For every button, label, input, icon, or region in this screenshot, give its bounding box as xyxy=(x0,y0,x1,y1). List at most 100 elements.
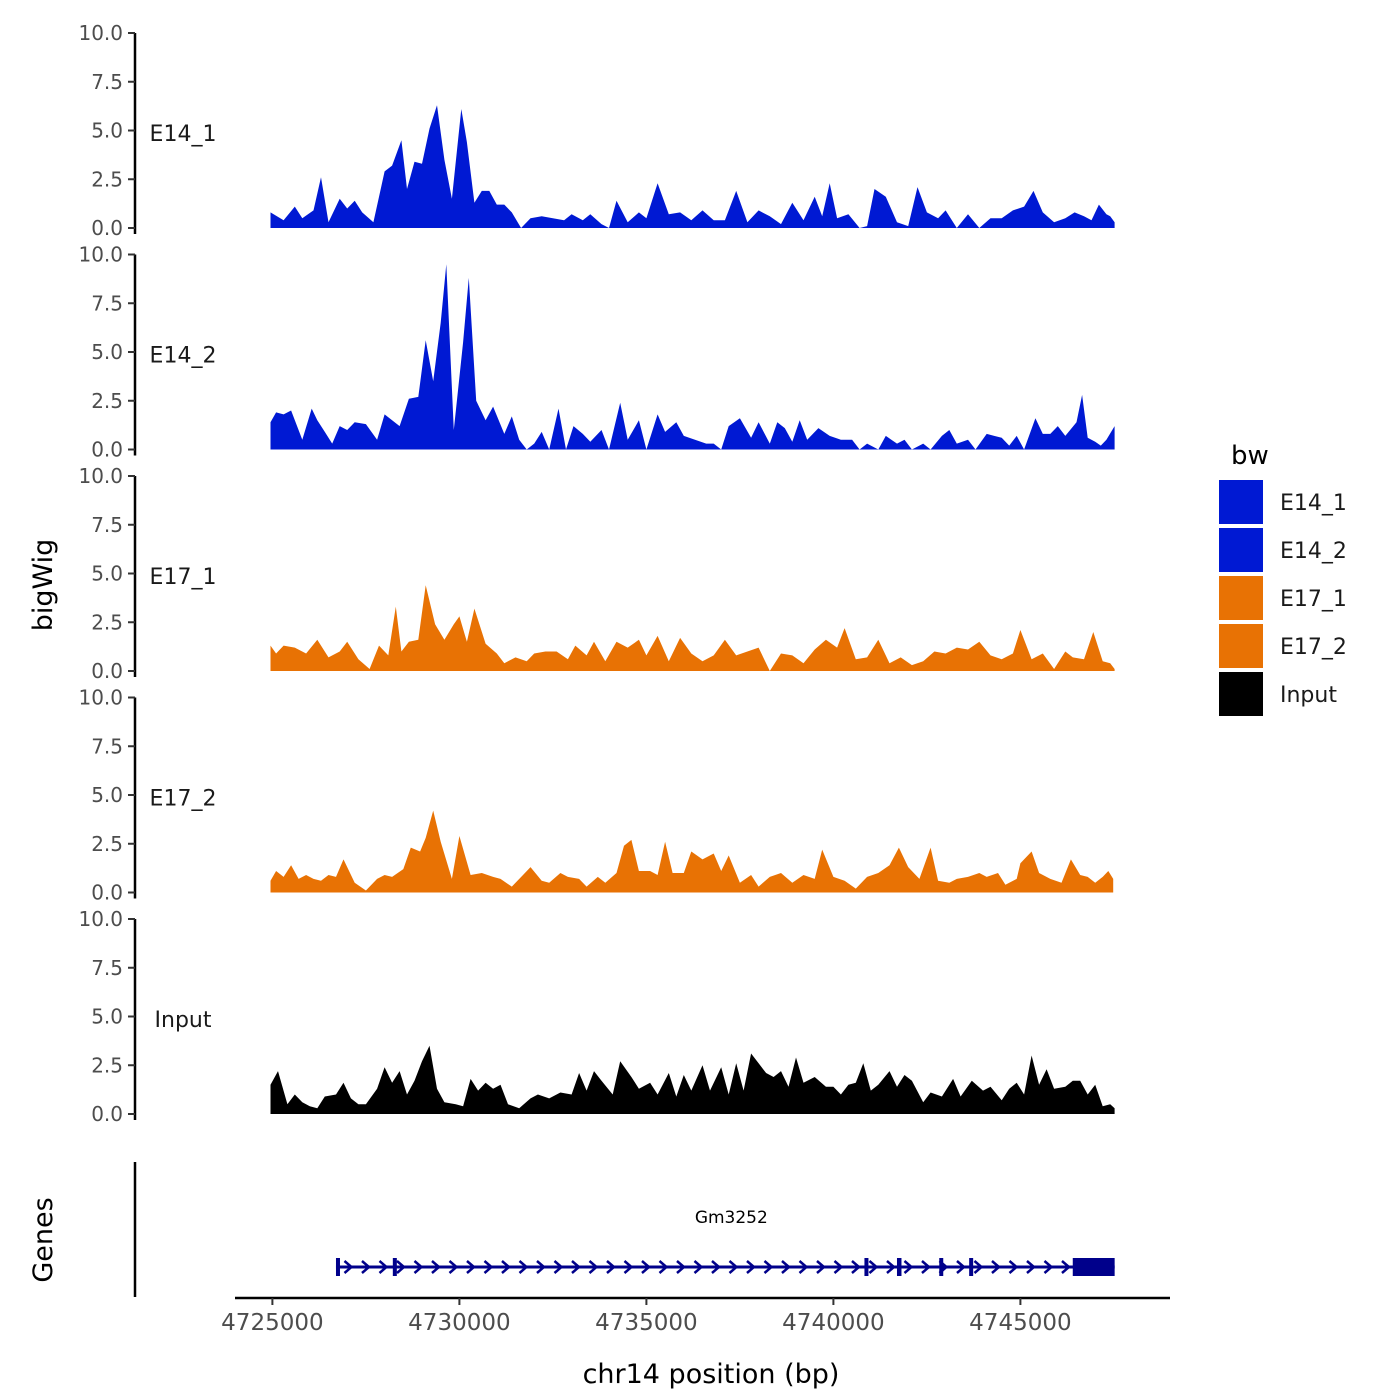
y-tick-label: 7.5 xyxy=(91,70,123,94)
track-label: Input xyxy=(155,1008,212,1033)
x-tick-label: 4735000 xyxy=(595,1310,697,1336)
legend: bw E14_1 E14_2 E17_1 E17_2 Input xyxy=(1219,441,1347,716)
legend-key-E17_1 xyxy=(1219,576,1263,620)
y-tick-label: 10.0 xyxy=(78,686,123,710)
strand-arrow xyxy=(536,1260,546,1274)
legend-label: E17_1 xyxy=(1280,587,1347,612)
area-series-E17_1 xyxy=(270,585,1115,671)
strand-arrow xyxy=(1061,1260,1071,1274)
y-tick-label: 7.5 xyxy=(91,956,123,980)
strand-arrow xyxy=(956,1260,966,1274)
strand-arrow xyxy=(431,1260,441,1274)
legend-key-E14_1 xyxy=(1219,480,1263,524)
track-label: E14_2 xyxy=(150,344,217,369)
gene-exon xyxy=(335,1258,340,1276)
strand-arrow xyxy=(553,1260,564,1274)
strand-arrow xyxy=(676,1260,686,1274)
strand-arrow xyxy=(378,1260,389,1274)
y-axis-title: bigWig xyxy=(28,539,59,632)
strand-arrow xyxy=(711,1260,721,1274)
strand-arrow xyxy=(588,1260,599,1274)
strand-arrow xyxy=(903,1260,914,1274)
legend-label: E14_1 xyxy=(1280,491,1347,516)
track-panel-E14_2: 0.0 2.5 5.0 7.5 10.0 E14_2 xyxy=(78,243,1115,462)
y-tick-label: 2.5 xyxy=(91,389,123,413)
area-series-Input xyxy=(270,1045,1115,1114)
y-tick-label: 2.5 xyxy=(91,610,123,634)
y-tick-label: 10.0 xyxy=(78,21,123,45)
strand-arrow xyxy=(781,1260,791,1274)
y-tick-label: 10.0 xyxy=(78,243,123,267)
y-tick-label: 5.0 xyxy=(91,783,123,807)
strand-arrow xyxy=(623,1260,634,1274)
strand-arrow xyxy=(728,1260,739,1274)
track-label: E17_2 xyxy=(150,787,217,812)
strand-arrow xyxy=(886,1260,896,1274)
y-tick-label: 2.5 xyxy=(91,167,123,191)
strand-arrow xyxy=(1026,1260,1036,1274)
gene-exon xyxy=(969,1258,974,1276)
gene-label: Gm3252 xyxy=(695,1208,768,1228)
gene-exon xyxy=(864,1258,869,1276)
strand-arrow xyxy=(361,1260,371,1274)
strand-arrow xyxy=(973,1260,984,1274)
strand-arrow xyxy=(413,1260,424,1274)
strand-arrow xyxy=(746,1260,756,1274)
strand-arrow xyxy=(606,1260,616,1274)
legend-label: Input xyxy=(1280,683,1337,708)
y-tick-label: 0.0 xyxy=(91,659,123,683)
y-tick-label: 0.0 xyxy=(91,1102,123,1126)
strand-arrow xyxy=(343,1260,354,1274)
gene-exon xyxy=(939,1258,944,1276)
y-tick-label: 5.0 xyxy=(91,562,123,586)
strand-arrow xyxy=(483,1260,494,1274)
gene-exon xyxy=(392,1258,397,1276)
strand-arrow xyxy=(693,1260,704,1274)
legend-key-E14_2 xyxy=(1219,528,1263,572)
strand-arrow xyxy=(518,1260,529,1274)
y-tick-label: 7.5 xyxy=(91,513,123,537)
strand-arrow xyxy=(641,1260,651,1274)
strand-arrow xyxy=(868,1260,879,1274)
track-label: E14_1 xyxy=(150,122,217,147)
y-tick-label: 10.0 xyxy=(78,907,123,931)
track-panel-Input: 0.0 2.5 5.0 7.5 10.0 Input xyxy=(78,907,1115,1126)
strand-arrow xyxy=(466,1260,476,1274)
legend-key-E17_2 xyxy=(1219,624,1263,668)
genes-axis-title: Genes xyxy=(28,1197,59,1282)
area-series-E17_2 xyxy=(270,810,1114,893)
y-tick-label: 5.0 xyxy=(91,1005,123,1029)
track-panel-E17_2: 0.0 2.5 5.0 7.5 10.0 E17_2 xyxy=(78,686,1114,905)
strand-arrow xyxy=(396,1260,406,1274)
x-tick-label: 4725000 xyxy=(221,1310,323,1336)
y-tick-label: 5.0 xyxy=(91,119,123,143)
track-panel-E14_1: 0.0 2.5 5.0 7.5 10.0 E14_1 xyxy=(78,21,1115,240)
gene-exon xyxy=(896,1258,902,1276)
strand-arrow xyxy=(501,1260,511,1274)
strand-arrow xyxy=(1008,1260,1019,1274)
track-panels: 0.0 2.5 5.0 7.5 10.0 E14_1 0.0 2.5 5.0 7.5 10.0 E14… xyxy=(78,21,1115,1126)
x-tick-label: 4740000 xyxy=(782,1310,884,1336)
area-series-E14_2 xyxy=(270,264,1115,450)
strand-arrow xyxy=(571,1260,581,1274)
x-tick-label: 4745000 xyxy=(969,1310,1071,1336)
strand-arrow xyxy=(763,1260,774,1274)
y-tick-label: 7.5 xyxy=(91,291,123,315)
x-tick-label: 4730000 xyxy=(408,1310,510,1336)
y-tick-label: 2.5 xyxy=(91,832,123,856)
strand-arrow xyxy=(991,1260,1001,1274)
strand-arrow xyxy=(921,1260,931,1274)
y-tick-label: 0.0 xyxy=(91,216,123,240)
strand-arrow xyxy=(816,1260,826,1274)
strand-arrow xyxy=(798,1260,809,1274)
x-axis-title: chr14 position (bp) xyxy=(583,1359,840,1390)
strand-arrow xyxy=(851,1260,861,1274)
y-tick-label: 5.0 xyxy=(91,340,123,364)
legend-label: E17_2 xyxy=(1280,635,1347,660)
y-tick-label: 0.0 xyxy=(91,881,123,905)
gene-exon xyxy=(1072,1258,1115,1276)
strand-arrow xyxy=(658,1260,669,1274)
x-axis: 4725000 4730000 4735000 4740000 4745000 xyxy=(221,1296,1170,1336)
y-tick-label: 7.5 xyxy=(91,734,123,758)
strand-arrow xyxy=(833,1260,844,1274)
